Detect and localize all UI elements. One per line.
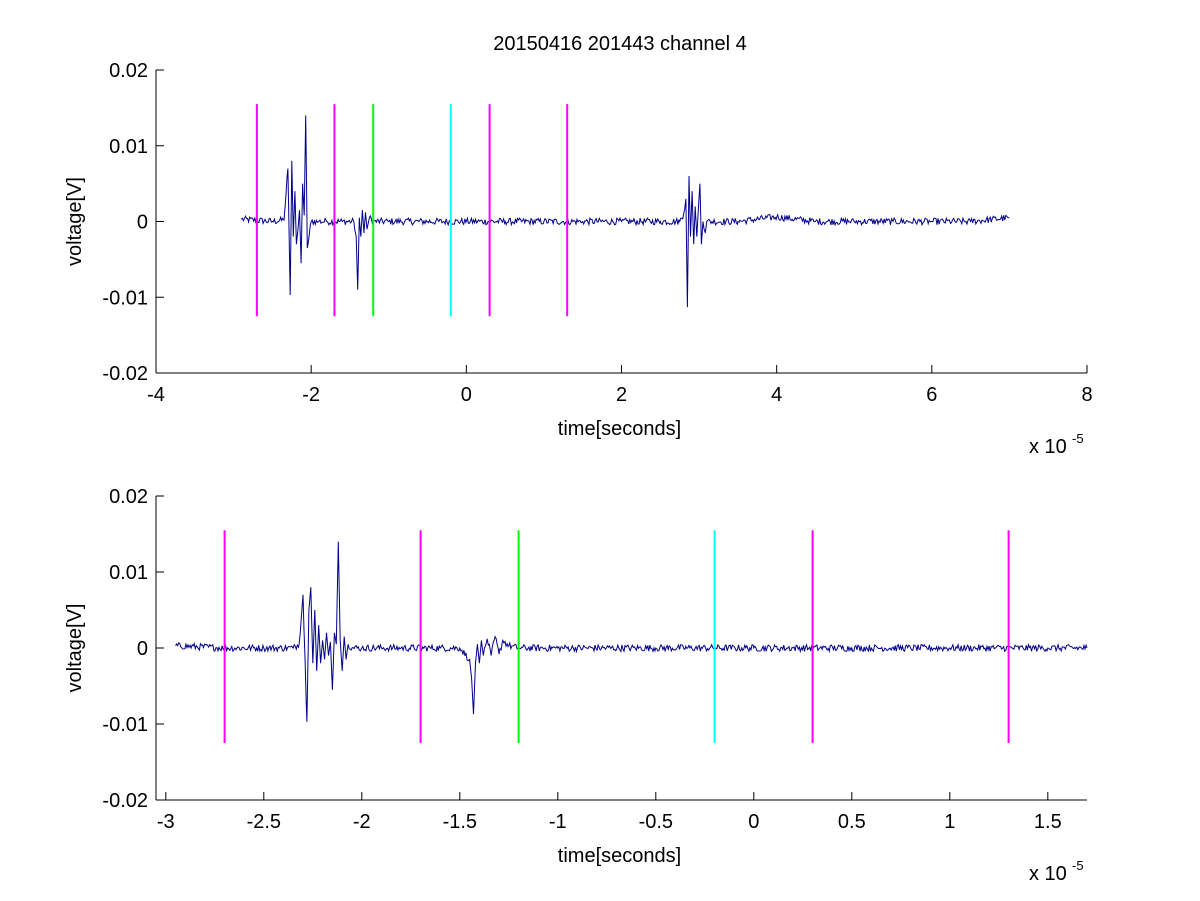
y-tick-label: -0.02 <box>102 790 148 812</box>
y-tick-label: -0.02 <box>102 363 148 385</box>
x-exponent-power: -5 <box>1072 431 1084 446</box>
y-tick-label: 0.01 <box>109 562 148 584</box>
x-tick-label: 4 <box>771 384 782 406</box>
y-tick-label: 0.02 <box>109 60 148 82</box>
y-axis-label: voltage[V] <box>64 177 86 266</box>
x-tick-label: -0.5 <box>639 811 673 833</box>
y-axis-label: voltage[V] <box>64 604 86 693</box>
signal-line <box>240 115 1010 308</box>
x-tick-label: -1.5 <box>443 811 477 833</box>
y-tick-label: 0.01 <box>109 136 148 158</box>
x-tick-label: 0 <box>461 384 472 406</box>
figure-title: 20150416 201443 channel 4 <box>493 33 747 55</box>
x-tick-label: -2.5 <box>247 811 281 833</box>
x-tick-label: 1.5 <box>1034 811 1062 833</box>
bottom-plot: -3 -2.5 -2 -1.5 -1 -0.5 0 0.5 1 1.5 -0.02 -0.01 0 0.0… <box>64 486 1088 885</box>
y-tick-label: -0.01 <box>102 714 148 736</box>
signal-line <box>175 541 1088 722</box>
x-tick-label: 6 <box>926 384 937 406</box>
x-exponent-label: x 10 <box>1029 436 1067 458</box>
x-tick-label: 0.5 <box>838 811 866 833</box>
top-plot: -4 -2 0 2 4 6 8 -0.02 -0.01 0 0.01 0.02 time[seconds… <box>64 60 1093 458</box>
x-tick-label: -3 <box>157 811 175 833</box>
y-tick-label: 0.02 <box>109 486 148 508</box>
x-axis-label: time[seconds] <box>558 845 681 867</box>
x-tick-label: 0 <box>748 811 759 833</box>
y-tick-label: -0.01 <box>102 287 148 309</box>
y-tick-label: 0 <box>137 212 148 234</box>
x-tick-label: -4 <box>147 384 165 406</box>
x-tick-label: 2 <box>616 384 627 406</box>
x-tick-label: -1 <box>549 811 567 833</box>
x-exponent-power: -5 <box>1072 858 1084 873</box>
x-tick-label: -2 <box>302 384 320 406</box>
x-axis-label: time[seconds] <box>558 418 681 440</box>
x-tick-label: 8 <box>1081 384 1092 406</box>
x-tick-label: 1 <box>944 811 955 833</box>
x-exponent-label: x 10 <box>1029 863 1067 885</box>
y-tick-label: 0 <box>137 638 148 660</box>
x-tick-label: -2 <box>353 811 371 833</box>
